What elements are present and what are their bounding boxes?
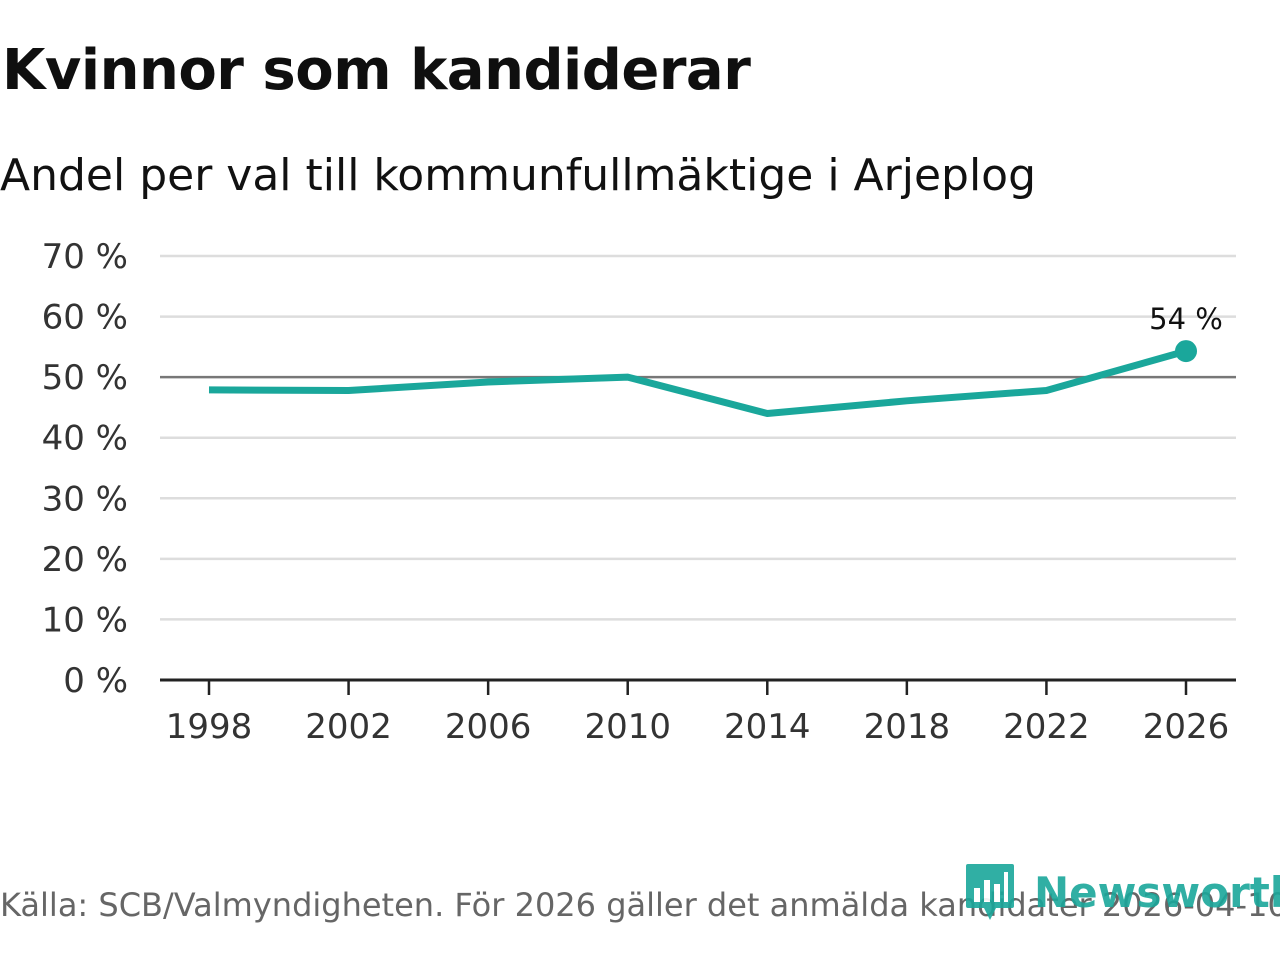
source-note: Källa: SCB/Valmyndigheten. För 2026 gäll… [0, 886, 1280, 924]
x-tick-label: 2026 [1143, 707, 1230, 747]
y-tick-label: 70 % [42, 237, 128, 277]
x-tick-label: 2010 [584, 707, 671, 747]
y-tick-label: 40 % [42, 419, 128, 459]
x-tick-label: 1998 [166, 707, 253, 747]
x-tick-label: 2014 [724, 707, 811, 747]
y-tick-label: 0 % [63, 661, 128, 701]
y-tick-label: 50 % [42, 358, 128, 398]
chart-subtitle: Andel per val till kommunfullmäktige i A… [0, 150, 1037, 201]
data-point-2026 [1175, 340, 1197, 363]
y-tick-label: 60 % [42, 298, 128, 338]
chart-title: Kvinnor som kandiderar [2, 38, 751, 103]
y-tick-label: 30 % [42, 479, 128, 519]
x-tick-label: 2018 [864, 707, 951, 747]
x-tick-label: 2006 [445, 707, 532, 747]
brand-name: Newsworthy [1034, 867, 1280, 917]
newsworthy-logo-icon [966, 864, 1014, 920]
line-chart: 0 % 10 % 20 % 30 % 40 % 50 % 60 % 70 % 1998 2002 2… [42, 237, 1236, 747]
data-label-2026: 54 % [1149, 302, 1223, 336]
data-series-line [208, 347, 1187, 417]
y-tick-label: 10 % [42, 600, 128, 640]
x-tick-label: 2002 [305, 707, 392, 747]
brand-logo: Newsworthy [964, 862, 1280, 922]
y-tick-label: 20 % [42, 540, 128, 580]
x-tick-label: 2022 [1003, 707, 1090, 747]
